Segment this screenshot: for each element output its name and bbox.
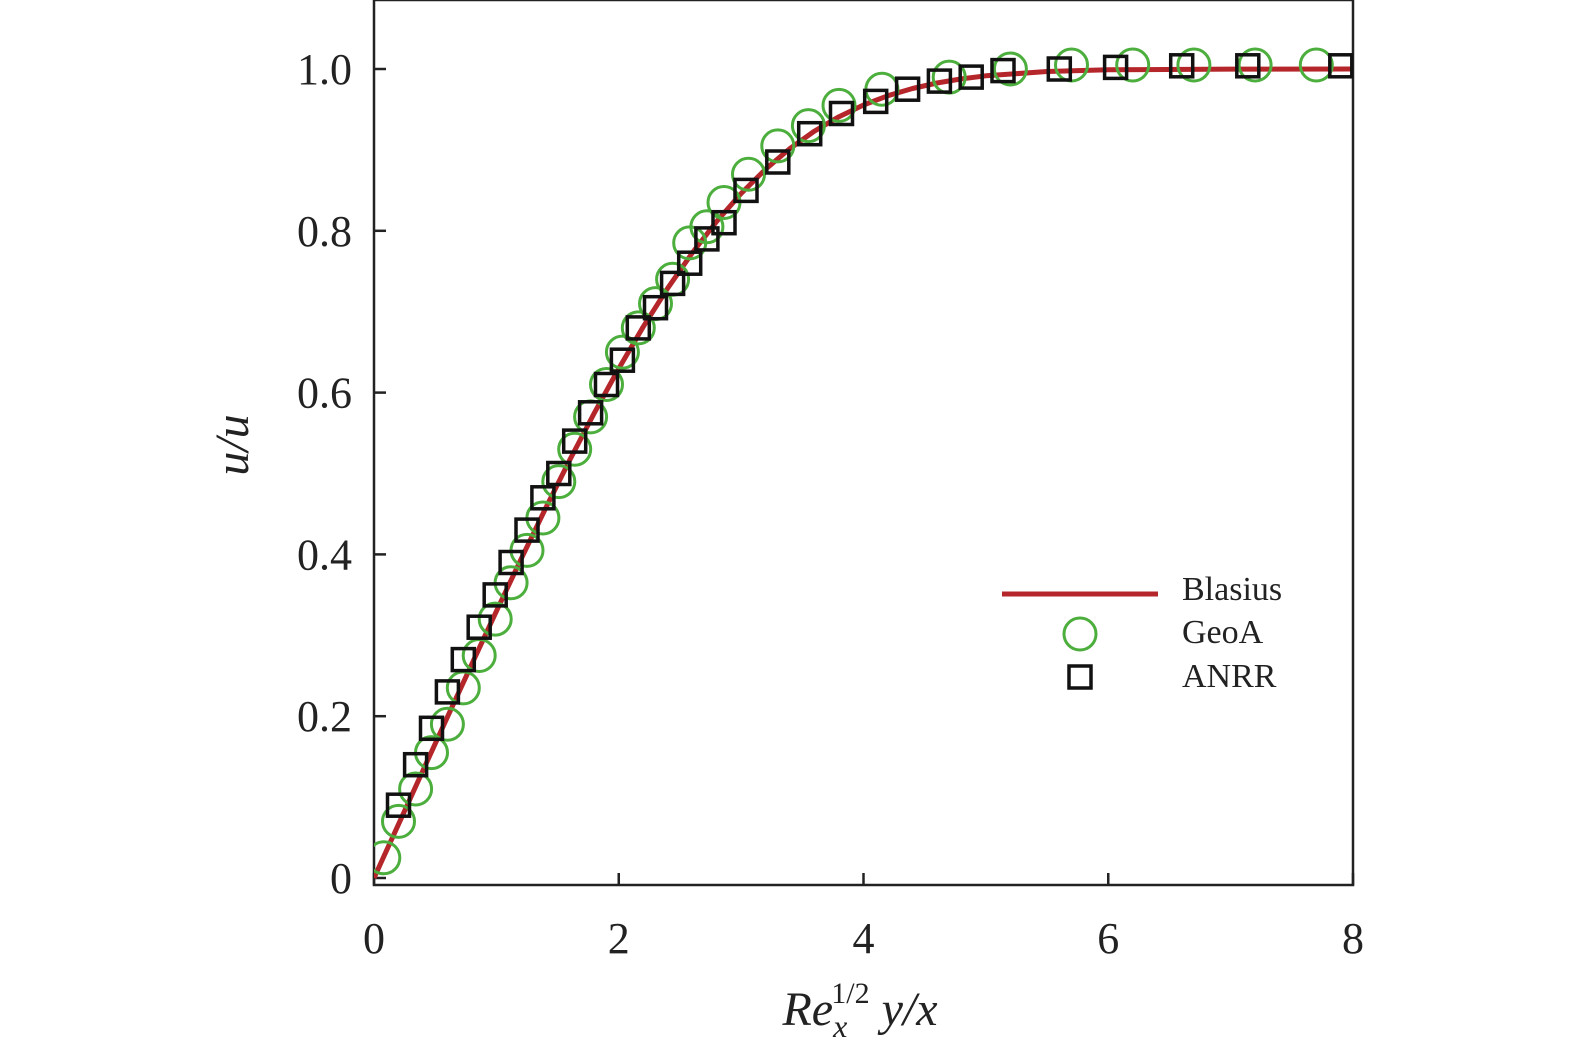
anrr-point: [450, 646, 477, 673]
geoa-point: [557, 431, 593, 467]
anrr-point: [796, 120, 823, 147]
anrr-point: [711, 209, 737, 236]
y-axis: 0 0.2 0.4 0.6 0.8 1.0: [297, 45, 386, 903]
plot-area-frame: [372, 0, 1355, 887]
y-tick-label: 0.6: [297, 369, 352, 418]
x-tick-label: 8: [1342, 914, 1364, 963]
geoa-point: [477, 601, 513, 637]
x-axis-label-sup: 1/2: [831, 977, 869, 1010]
anrr-point: [482, 582, 508, 608]
anrr-point: [1102, 54, 1129, 81]
anrr-point: [418, 715, 445, 742]
geoa-point: [821, 87, 857, 123]
anrr-point: [514, 517, 540, 543]
anrr-point: [765, 149, 791, 175]
geoa-point: [1237, 47, 1273, 83]
geoa-point: [790, 108, 826, 144]
geoa-point: [1298, 47, 1334, 83]
anrr-point: [546, 460, 572, 487]
geoa-point: [381, 803, 416, 839]
anrr-point: [434, 679, 461, 705]
anrr-point: [926, 68, 953, 94]
legend-geoa-swatch: [1062, 616, 1098, 652]
geoa-point: [589, 367, 624, 402]
anrr-point: [577, 400, 604, 426]
anrr-point: [1046, 56, 1073, 82]
x-tick-label: 6: [1097, 914, 1119, 963]
legend-anrr-swatch: [1067, 664, 1093, 690]
x-tick-label: 2: [608, 914, 630, 963]
series-layer: [374, 47, 1353, 880]
y-axis-label: u/u: [206, 414, 259, 475]
geoa-point: [1176, 47, 1212, 83]
anrr-point: [894, 76, 921, 102]
legend-blasius-label: Blasius: [1182, 571, 1282, 608]
legend-anrr-label: ANRR: [1182, 658, 1277, 695]
x-axis-label-tail: y/x: [870, 983, 938, 1036]
anrr-point: [385, 792, 412, 818]
anrr-point: [642, 294, 669, 321]
geoa-point: [689, 209, 725, 245]
x-axis-label-main: Re: [781, 983, 833, 1036]
anrr-point: [609, 347, 636, 373]
anrr-point: [1235, 53, 1261, 79]
x-axis: 0 2 4 6 8: [363, 873, 1364, 963]
geoa-point: [992, 51, 1028, 87]
anrr-point: [402, 751, 429, 778]
y-tick-label: 0.4: [297, 530, 352, 579]
geoa-point: [620, 310, 656, 346]
y-tick-label: 0: [330, 854, 352, 903]
geoa-point: [1115, 47, 1151, 83]
geoa-point: [760, 128, 796, 164]
anrr-point: [1328, 53, 1353, 79]
geoa-point: [374, 840, 402, 876]
geoa-point: [541, 464, 577, 500]
anrr-point: [561, 428, 588, 454]
anrr-point: [828, 100, 855, 127]
anrr-point: [466, 614, 492, 640]
x-axis-label: Rex1/2 y/x: [781, 977, 937, 1044]
anrr-point: [593, 371, 620, 398]
legend: Blasius GeoA ANRR: [1002, 571, 1282, 695]
geoa-point: [429, 706, 465, 742]
x-axis-label-sub: x: [832, 1008, 847, 1044]
geoa-point: [398, 771, 434, 807]
anrr-point: [659, 270, 686, 297]
x-tick-label: 4: [853, 914, 875, 963]
x-tick-label: 0: [363, 914, 385, 963]
y-tick-label: 1.0: [297, 45, 352, 94]
y-tick-label: 0.2: [297, 692, 352, 741]
anrr-point: [676, 250, 703, 276]
y-tick-label: 0.8: [297, 207, 352, 256]
anrr-point: [498, 549, 524, 576]
anrr-point: [958, 64, 984, 90]
anrr-point: [733, 177, 759, 204]
anrr-point: [862, 88, 889, 115]
anrr-point: [990, 57, 1016, 84]
legend-geoa-label: GeoA: [1182, 614, 1264, 651]
geoa-point: [731, 156, 766, 192]
anrr-point: [530, 485, 556, 511]
anrr-point: [1168, 53, 1195, 79]
anrr-point: [694, 226, 720, 252]
geoa-point: [604, 334, 640, 370]
anrr-point: [625, 315, 652, 341]
blasius-line: [374, 66, 1353, 880]
